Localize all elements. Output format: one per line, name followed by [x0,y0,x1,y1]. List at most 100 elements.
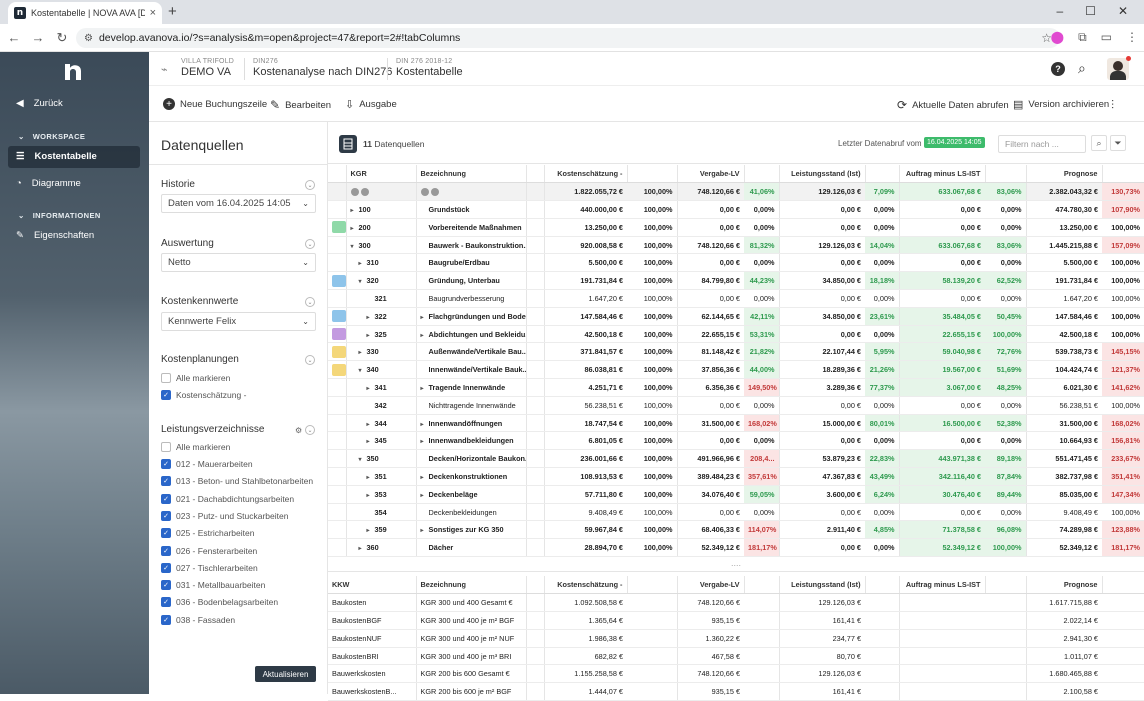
table-row[interactable]: ▸ 353 ▸ Deckenbeläge 57.711,80 €100,00% 34.07… [328,485,1144,504]
lv-checkbox-row[interactable]: ✓ 038 - Fassaden [161,614,235,625]
col-header[interactable]: Vergabe-LV [676,165,744,184]
table-row[interactable]: BauwerkskostenB... KGR 200 bis 600 je m² … [328,682,1144,701]
col-header[interactable]: Kostenschätzung - [543,165,627,184]
search-icon[interactable]: ⌕ [1078,60,1086,76]
table-row[interactable]: ▸330▸Außenwände/Vertikale Bau... 371.841,… [328,342,1144,362]
expand-toggle-icon[interactable]: ▸ [366,492,370,499]
checkbox-checked[interactable]: ✓ [161,580,171,591]
expand-toggle-icon[interactable]: ▸ [366,439,370,446]
filter-input[interactable]: Filtern nach ... [998,135,1086,153]
lv-select-all[interactable]: Alle markieren [161,442,230,452]
kgr-cell[interactable]: ▾ 320 [345,271,416,291]
site-info-icon[interactable]: ⚙ [84,32,93,44]
expand-toggle-icon[interactable]: ▸ [358,261,362,268]
checkbox-checked[interactable]: ✓ [161,528,171,539]
filter-icon[interactable]: ⏷ [1110,135,1126,151]
col-header[interactable]: Auftrag minus LS-IST [898,576,985,595]
close-window-icon[interactable]: ✕ [1117,4,1128,18]
table-row[interactable]: ▾340▾Innenwände/Vertikale Bauk... 86.038,… [328,360,1144,380]
expand-toggle-icon[interactable]: ▸ [358,546,362,553]
col-header[interactable]: Auftrag minus LS-IST [898,165,985,184]
expand-toggle-icon[interactable]: ▸ [420,332,424,339]
kgr-cell[interactable]: ▸ 359 [345,520,416,540]
expand-toggle-icon[interactable]: ▾ [358,279,362,286]
kgr-cell[interactable]: ▸ 341 [345,378,416,397]
expand-toggle-icon[interactable]: ▸ [366,314,370,321]
breadcrumb-project[interactable]: VILLA TRIFOLD DEMO VA [181,58,235,78]
kgr-cell[interactable]: ▾ 350 [345,449,416,469]
kgr-cell[interactable]: 354 [345,503,416,522]
chevron-down-icon[interactable]: ⌄ [305,297,315,307]
kgr-cell[interactable]: ▸ 310 [345,253,416,273]
url-input[interactable]: ⚙ develop.avanova.io/?s=analysis&m=open&… [76,28,1060,48]
table-row[interactable]: ▸ 351 ▸ Deckenkonstruktionen 108.913,53 €100… [328,467,1144,486]
table-row[interactable]: Baukosten KGR 300 und 400 Gesamt € 1.092.5… [328,593,1144,613]
expand-all-icon[interactable] [360,188,369,197]
table-row[interactable]: Bauwerkskosten KGR 200 bis 600 Gesamt € 1.… [328,664,1144,684]
table-row[interactable]: 1.822.055,72 €100,00% 748.120,66 €41,06% 1… [328,182,1144,202]
bookmark-star-icon[interactable]: ☆ [1041,31,1052,45]
lv-checkbox-row[interactable]: ✓ 026 - Fensterarbeiten [161,545,257,556]
edit-button[interactable]: ✎ Bearbeiten [270,98,332,112]
col-header[interactable]: Leistungsstand (Ist) [778,576,865,595]
col-header[interactable]: Kostenschätzung - [543,576,627,595]
expand-all-icon[interactable] [430,188,439,197]
kgr-cell[interactable]: 342 [345,396,416,415]
lv-checkbox-row[interactable]: ✓ 036 - Bodenbelagsarbeiten [161,597,278,608]
kostenschaetzung-checkbox-row[interactable]: ✓ Kostenschätzung - [161,390,246,400]
new-tab-icon[interactable]: + [168,3,177,20]
expand-toggle-icon[interactable]: ▸ [420,528,424,535]
kgr-cell[interactable]: ▸ 344 [345,414,416,433]
checkbox-checked[interactable]: ✓ [161,459,171,469]
lv-checkbox-row[interactable]: ✓ 021 - Dachabdichtungsarbeiten [161,493,294,504]
kgr-cell[interactable]: ▸ 345 [345,431,416,451]
expand-toggle-icon[interactable]: ▸ [366,385,370,392]
breadcrumb-analysis[interactable]: DIN276 Kostenanalyse nach DIN276 [253,58,393,78]
expand-toggle-icon[interactable]: ▸ [366,474,370,481]
lv-checkbox-row[interactable]: ✓ 013 - Beton- und Stahlbetonarbeiten [161,476,313,487]
checkbox-checked[interactable]: ✓ [161,390,171,400]
browser-tab[interactable]: n Kostentabelle | NOVA AVA [DE × [8,2,162,24]
new-entry-button[interactable]: + Neue Buchungszeile [163,98,267,110]
expand-toggle-icon[interactable]: ▸ [366,332,370,339]
expand-toggle-icon[interactable]: ▸ [350,207,354,214]
auswertung-select[interactable]: Netto ⌄ [161,253,316,272]
output-button[interactable]: ⇩ Ausgabe [345,99,397,111]
column-settings-icon[interactable]: ⫶ [1111,98,1115,112]
table-row[interactable]: BaukostenBGF KGR 300 und 400 je m² BGF 1.3… [328,611,1144,630]
table-row[interactable]: BaukostenBRI KGR 300 und 400 je m³ BRI 682… [328,647,1144,666]
maximize-icon[interactable]: ☐ [1085,4,1096,18]
table-row[interactable]: 342 Nichttragende Innenwände 56.238,51 €10… [328,396,1144,415]
kgr-cell[interactable]: ▸ 200 [345,218,416,237]
update-button[interactable]: Aktualisieren [255,666,316,682]
chevron-down-icon[interactable]: ⌄ [305,425,315,435]
lv-checkbox-row[interactable]: ✓ 012 - Mauerarbeiten [161,459,253,469]
breadcrumb-report[interactable]: DIN 276 2018-12 Kostentabelle [396,58,463,78]
checkbox-checked[interactable]: ✓ [161,597,171,608]
checkbox-checked[interactable]: ✓ [161,545,171,556]
help-icon[interactable]: ? [1051,62,1065,76]
reload-icon[interactable]: ↻ [56,29,68,45]
refresh-data-button[interactable]: ⟳ Aktuelle Daten abrufen [897,98,1009,112]
checkbox-checked[interactable]: ✓ [161,562,171,573]
chevron-down-icon[interactable]: ⌄ [305,180,315,190]
table-row[interactable]: 321 Baugrundverbesserung 1.647,20 €100,00%… [328,289,1144,308]
col-header-kgr[interactable]: KGR [345,165,416,184]
table-row[interactable]: ▾350▾Decken/Horizontale Baukon... 236.001… [328,449,1144,469]
kgr-cell[interactable]: ▸ 322 [345,307,416,326]
expand-toggle-icon[interactable]: ▸ [366,421,370,428]
expand-toggle-icon[interactable]: ▸ [420,474,424,481]
table-row[interactable]: 354 Deckenbekleidungen 9.408,49 €100,00% 0,… [328,503,1144,522]
kgr-cell[interactable]: ▾ 300 [345,236,416,255]
kgr-cell[interactable]: ▸ 100 [345,200,416,219]
lv-checkbox-row[interactable]: ✓ 023 - Putz- und Stuckarbeiten [161,510,288,521]
forward-arrow-icon[interactable]: → [31,30,45,45]
col-header[interactable]: Prognose [1025,165,1102,184]
table-row[interactable]: ▸ 359 ▸ Sonstiges zur KG 350 59.967,84 €100,… [328,520,1144,540]
sidebar-item-kostentabelle[interactable]: ☰ Kostentabelle [16,151,97,162]
checkbox[interactable] [161,373,171,383]
